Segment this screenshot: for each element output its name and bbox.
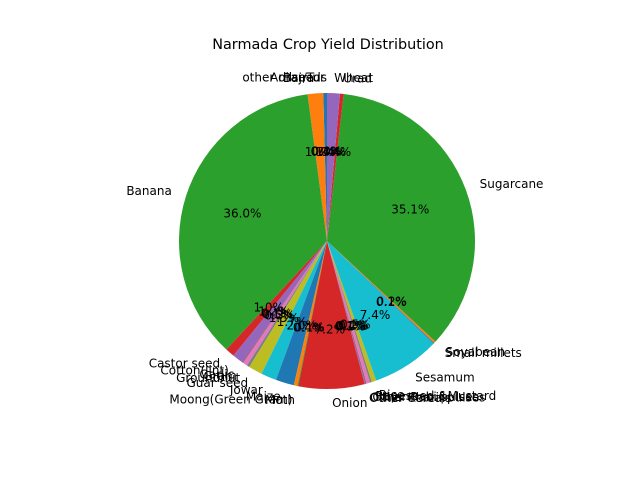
slice-percentage-gram: 0.5%: [263, 307, 294, 321]
slice-label-rice: Rice: [379, 388, 405, 402]
pie-slice-sesamum: [327, 241, 434, 381]
slice-percentage-moong-green-gram: 0.4%: [293, 320, 324, 334]
pie-slice-garlic: [242, 241, 327, 363]
pie-slices: [179, 93, 475, 390]
slice-label-garlic: Garlic: [199, 367, 234, 381]
slice-percentage-rapeseed-mustard: 0.2%: [338, 318, 369, 332]
slice-label-other-rabi-pulses: Other Rabi pulses: [372, 390, 479, 404]
slice-percentage-rice: 0.5%: [340, 318, 371, 332]
slice-label-maize: Maize: [246, 390, 281, 404]
pie-slice-gram: [243, 241, 327, 366]
chart-title: Narmada Crop Yield Distribution: [212, 37, 444, 53]
pie-slice-small-millets: [327, 241, 435, 344]
slice-label-jowar: Jowar: [229, 383, 263, 397]
slice-percentage-other-rabi-pulses: 0.4%: [337, 319, 368, 333]
pie-slice-soyabean: [327, 241, 436, 343]
slice-percentage-sugarcane: 35.1%: [391, 203, 429, 217]
slice-label-other-kharif-pulses: Other Kharif pulses: [370, 391, 485, 405]
slice-label-groundnut: Groundnut: [176, 371, 240, 385]
slice-label-other-cereals: Other Cereals: [369, 391, 452, 405]
slice-label-soyabean: Soyabean: [446, 345, 505, 359]
pie-slice-arhar-tur: [323, 93, 327, 241]
pie-slice-other-kharif-pulses: [327, 241, 367, 384]
slice-label-arhar-tur: Arhar/Tur: [270, 71, 325, 85]
slice-percentage-soyabean: 0.2%: [376, 294, 407, 308]
slice-label-guar-seed: Guar seed: [186, 376, 248, 390]
pie-slice-castor-seed: [226, 241, 327, 356]
pie-slice-sugarcane: [327, 93, 475, 342]
pie-slice-other-cereals: [327, 241, 366, 385]
pie-slice-jowar: [261, 241, 327, 380]
slice-label-urad: Urad: [343, 72, 372, 86]
slice-percentage-sesamum: 7.4%: [360, 308, 391, 322]
slice-label-sugarcane: Sugarcane: [480, 177, 544, 191]
slice-label-moth: Moth: [265, 393, 295, 407]
slice-percentage-cotton-lint: 1.2%: [258, 304, 289, 318]
slice-label-castor-seed: Castor seed: [149, 356, 220, 370]
pie-slice-moong-green-gram: [293, 241, 327, 387]
slice-label-bajra: Bajra: [283, 71, 314, 85]
pie-slice-maize: [275, 241, 327, 386]
slice-label-rapeseed-mustard: Rapeseed &Mustard: [375, 389, 496, 403]
pie-slice-moth: [297, 241, 327, 387]
slice-percentage-banana: 36.0%: [223, 207, 261, 221]
pie-slice-other-rabi-pulses: [327, 241, 371, 384]
slice-percentage-maize: 2.0%: [286, 319, 317, 333]
slice-percentage-wheat: 1.4%: [316, 145, 347, 159]
slice-label-other-oilseeds: other oilseeds: [242, 71, 327, 85]
slice-percentage-onion: 7.2%: [315, 322, 346, 336]
slice-percentage-groundnut: 0.3%: [264, 309, 295, 323]
pie-slice-bajra: [307, 93, 327, 241]
slice-percentage-arhar-tur: 0.4%: [311, 145, 342, 159]
slice-percentages: 0.4%1.7%36.0%1.0%1.2%0.1%0.5%0.3%1.5%1.7…: [223, 145, 429, 337]
pie-slice-urad: [327, 93, 344, 241]
pie-slice-banana: [179, 94, 327, 350]
slice-percentage-garlic: 0.1%: [261, 306, 292, 320]
slice-percentage-other-cereals: 0.1%: [335, 319, 366, 333]
slice-percentage-guar-seed: 1.5%: [269, 311, 300, 325]
slice-label-small-millets: Small millets: [445, 346, 522, 360]
slice-label-gram: Gram: [203, 369, 236, 383]
slice-label-sesamum: Sesamum: [415, 370, 475, 384]
slice-percentage-other-oilseeds: 0.0%: [312, 145, 343, 159]
slice-percentage-jowar: 1.7%: [277, 315, 308, 329]
pie-slice-onion: [298, 241, 365, 390]
slice-percentage-small-millets: 0.1%: [376, 295, 407, 309]
slice-percentage-moth: 0.1%: [294, 321, 325, 335]
slice-percentage-bajra: 1.7%: [305, 145, 336, 159]
pie-slice-guar-seed: [249, 241, 327, 374]
slice-label-cotton-lint: Cotton(lint): [160, 363, 228, 377]
pie-slice-rice: [327, 241, 377, 383]
slice-label-moong-green-gram: Moong(Green Gram): [169, 393, 292, 407]
pie-slice-wheat: [327, 93, 340, 241]
slice-percentage-castor-seed: 1.0%: [253, 300, 284, 314]
pie-slice-cotton-lint: [233, 241, 327, 363]
slice-percentage-other-kharif-pulses: 0.1%: [335, 319, 366, 333]
slice-label-onion: Onion: [332, 396, 367, 410]
slice-label-banana: Banana: [126, 184, 172, 198]
slice-percentage-urad: 0.4%: [321, 145, 352, 159]
slice-label-wheat: Wheat: [334, 71, 373, 85]
pie-slice-rapeseed-mustard: [327, 241, 372, 383]
pie-slice-groundnut: [246, 241, 327, 367]
